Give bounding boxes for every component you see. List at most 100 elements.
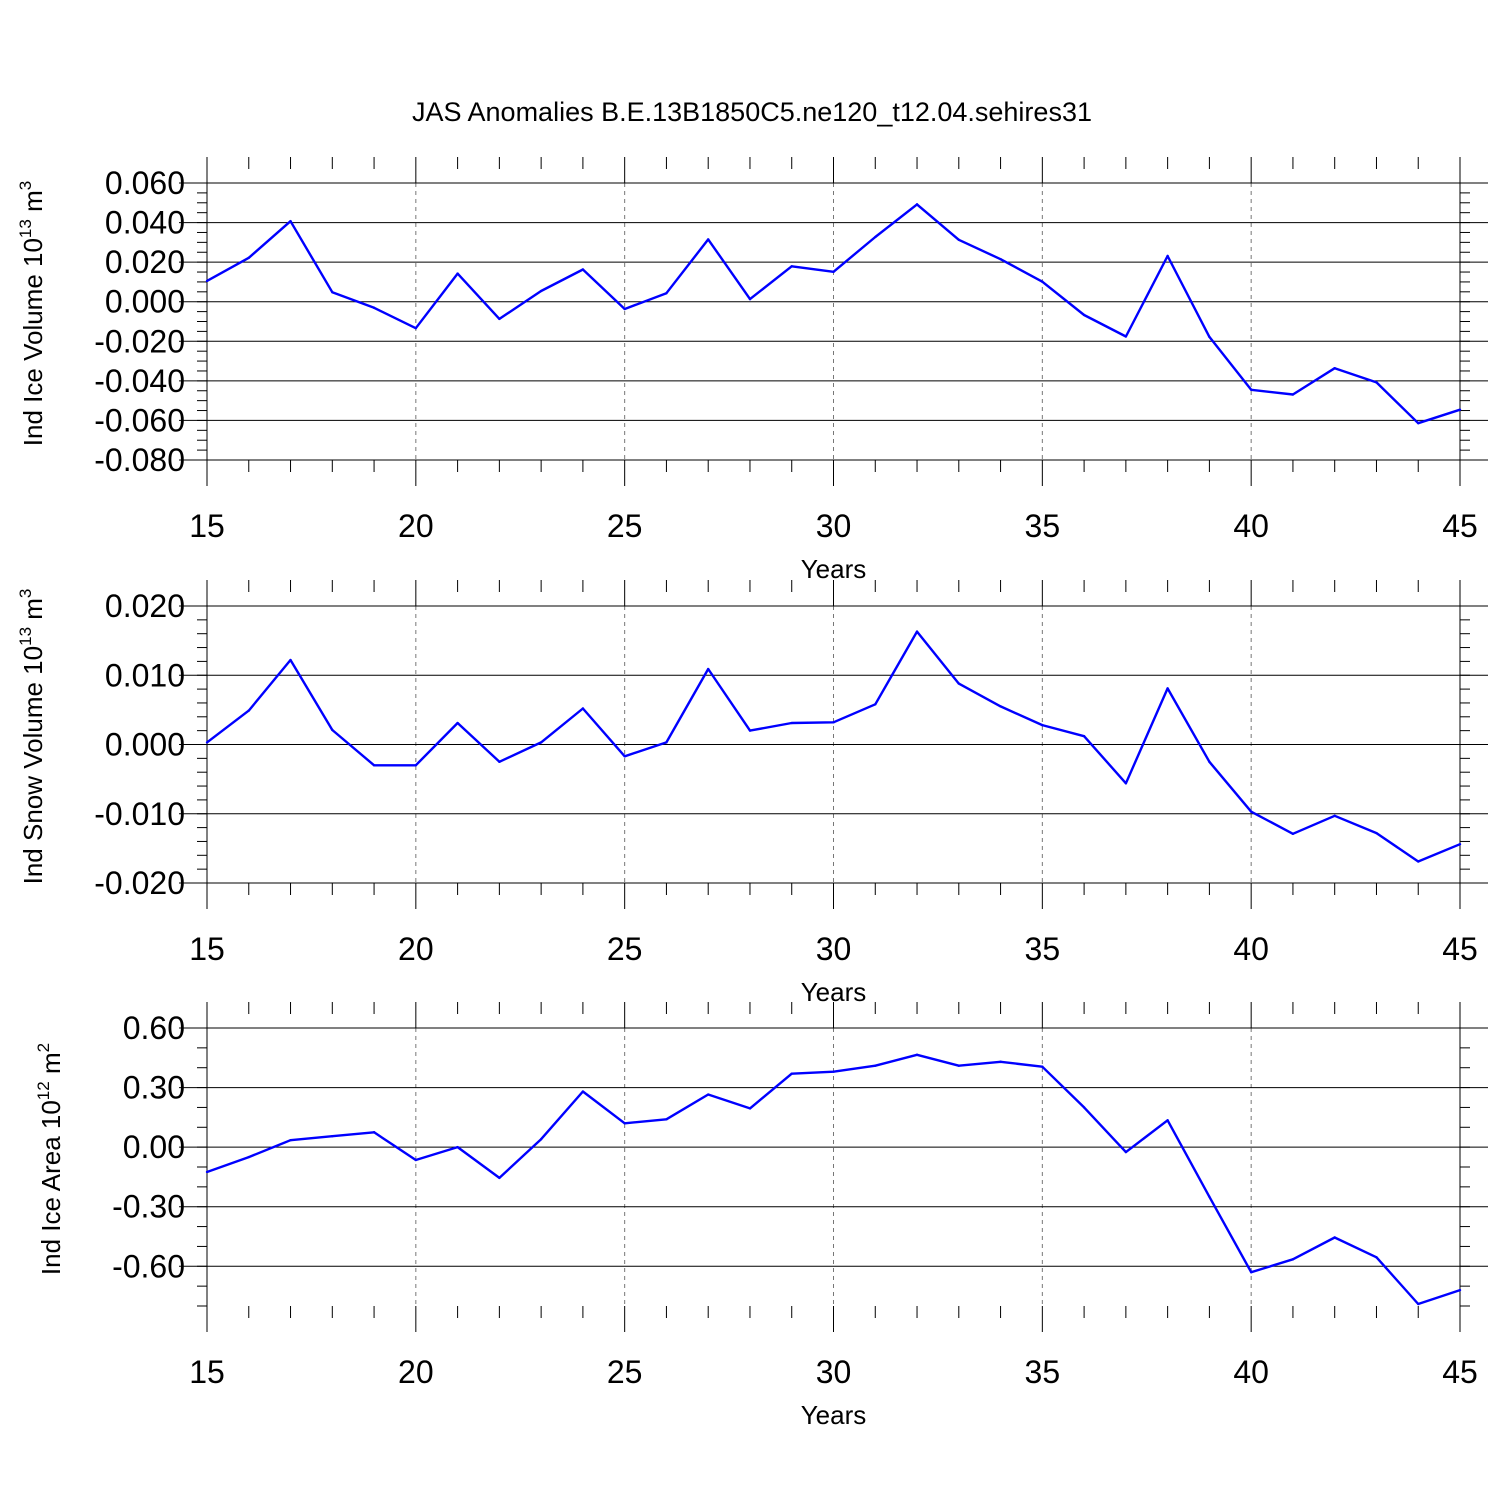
data-point <box>623 1122 626 1125</box>
data-point <box>915 1053 919 1057</box>
data-point <box>331 728 334 732</box>
data-point <box>456 1145 459 1149</box>
data-point <box>915 630 919 633</box>
data-point <box>247 709 250 712</box>
data-point <box>832 1070 835 1073</box>
data-point <box>790 1072 793 1075</box>
x-tick-label: 30 <box>816 931 852 967</box>
data-point <box>498 317 501 321</box>
y-tick-label: 0.020 <box>105 588 185 624</box>
data-point <box>331 1135 334 1138</box>
data-point <box>1458 843 1462 846</box>
data-point <box>707 1093 710 1096</box>
data-point <box>1333 366 1336 370</box>
data-point <box>957 1064 960 1067</box>
data-point <box>1124 1150 1128 1154</box>
x-tick-label: 45 <box>1442 508 1478 544</box>
y-tick-label: 0.000 <box>105 284 185 320</box>
data-point <box>665 741 668 744</box>
data-point <box>1166 687 1169 690</box>
data-point <box>539 289 543 293</box>
x-tick-label: 35 <box>1025 931 1061 967</box>
chart-panel-3: 0.60 0.30 0.00 -0.30 -0.60 15 20 25 30 35 40 45 Year… <box>34 1002 1488 1430</box>
x-axis-label: Years <box>801 1400 867 1430</box>
data-point <box>289 1138 292 1142</box>
y-tick-label: 0.00 <box>123 1129 185 1165</box>
data-point <box>790 265 793 268</box>
y-tick-label: 0.020 <box>105 244 185 280</box>
data-point <box>1291 1258 1295 1261</box>
data-point <box>1458 1288 1462 1292</box>
data-point <box>414 764 418 767</box>
data-point <box>331 291 334 294</box>
data-point <box>999 1060 1002 1063</box>
y-tick-label: 0.60 <box>123 1010 185 1046</box>
y-tick-label: 0.060 <box>105 165 185 201</box>
data-point <box>1166 254 1169 258</box>
data-point <box>1375 831 1378 835</box>
data-point <box>915 203 919 206</box>
data-point <box>707 667 710 671</box>
x-axis-label: Years <box>801 554 867 584</box>
data-point <box>665 292 668 295</box>
data-point <box>498 760 501 764</box>
data-point <box>748 729 752 732</box>
y-tick-label: -0.020 <box>94 323 185 359</box>
y-tick-label: -0.60 <box>112 1248 185 1284</box>
y-tick-label: -0.060 <box>94 402 185 438</box>
y-tick-label: -0.040 <box>94 363 185 399</box>
x-tick-label: 15 <box>189 1354 225 1390</box>
data-point <box>707 238 710 241</box>
x-tick-label: 20 <box>398 1354 434 1390</box>
x-tick-label: 20 <box>398 508 434 544</box>
data-point <box>1417 421 1420 425</box>
data-point <box>1208 1195 1211 1198</box>
data-point <box>1375 1256 1378 1259</box>
data-point <box>539 1138 543 1141</box>
data-point <box>874 1064 877 1067</box>
data-point <box>205 279 209 283</box>
data-point <box>957 238 960 241</box>
data-point <box>1082 1106 1086 1109</box>
data-point <box>1166 1119 1169 1122</box>
data-point <box>1082 313 1086 317</box>
data-point <box>1041 1065 1044 1068</box>
x-tick-label: 35 <box>1025 508 1061 544</box>
data-point <box>1333 1236 1336 1239</box>
y-tick-label: 0.000 <box>105 727 185 763</box>
y-tick-label: 0.30 <box>123 1070 185 1106</box>
x-tick-label: 15 <box>189 931 225 967</box>
data-point <box>1041 723 1044 727</box>
data-point <box>999 257 1002 261</box>
data-point <box>247 256 250 259</box>
x-tick-label: 40 <box>1233 1354 1269 1390</box>
y-axis-label: Ind Ice Area 1012 m2 <box>34 1043 66 1275</box>
x-tick-label: 30 <box>816 508 852 544</box>
y-axis-label: Ind Ice Volume 1013 m3 <box>16 181 48 446</box>
y-axis-label: Ind Snow Volume 1013 m3 <box>16 589 48 885</box>
data-point <box>372 764 376 767</box>
data-point <box>414 327 418 330</box>
x-tick-label: 45 <box>1442 1354 1478 1390</box>
data-point <box>1124 335 1128 338</box>
x-tick-label: 25 <box>607 508 643 544</box>
data-point <box>874 235 877 239</box>
data-point <box>832 721 835 724</box>
data-point <box>874 703 877 706</box>
data-point <box>289 658 292 662</box>
y-tick-label: -0.020 <box>94 865 185 901</box>
series-line <box>206 630 1461 863</box>
data-point <box>832 270 835 274</box>
data-point <box>498 1176 501 1180</box>
data-point <box>289 219 292 223</box>
data-point <box>456 272 459 275</box>
data-point <box>1291 393 1295 396</box>
x-tick-label: 40 <box>1233 508 1269 544</box>
data-point <box>372 1131 376 1134</box>
y-tick-label: -0.080 <box>94 442 185 478</box>
x-tick-label: 30 <box>816 1354 852 1390</box>
x-tick-label: 40 <box>1233 931 1269 967</box>
figure-title: JAS Anomalies B.E.13B1850C5.ne120_t12.04… <box>412 97 1092 127</box>
